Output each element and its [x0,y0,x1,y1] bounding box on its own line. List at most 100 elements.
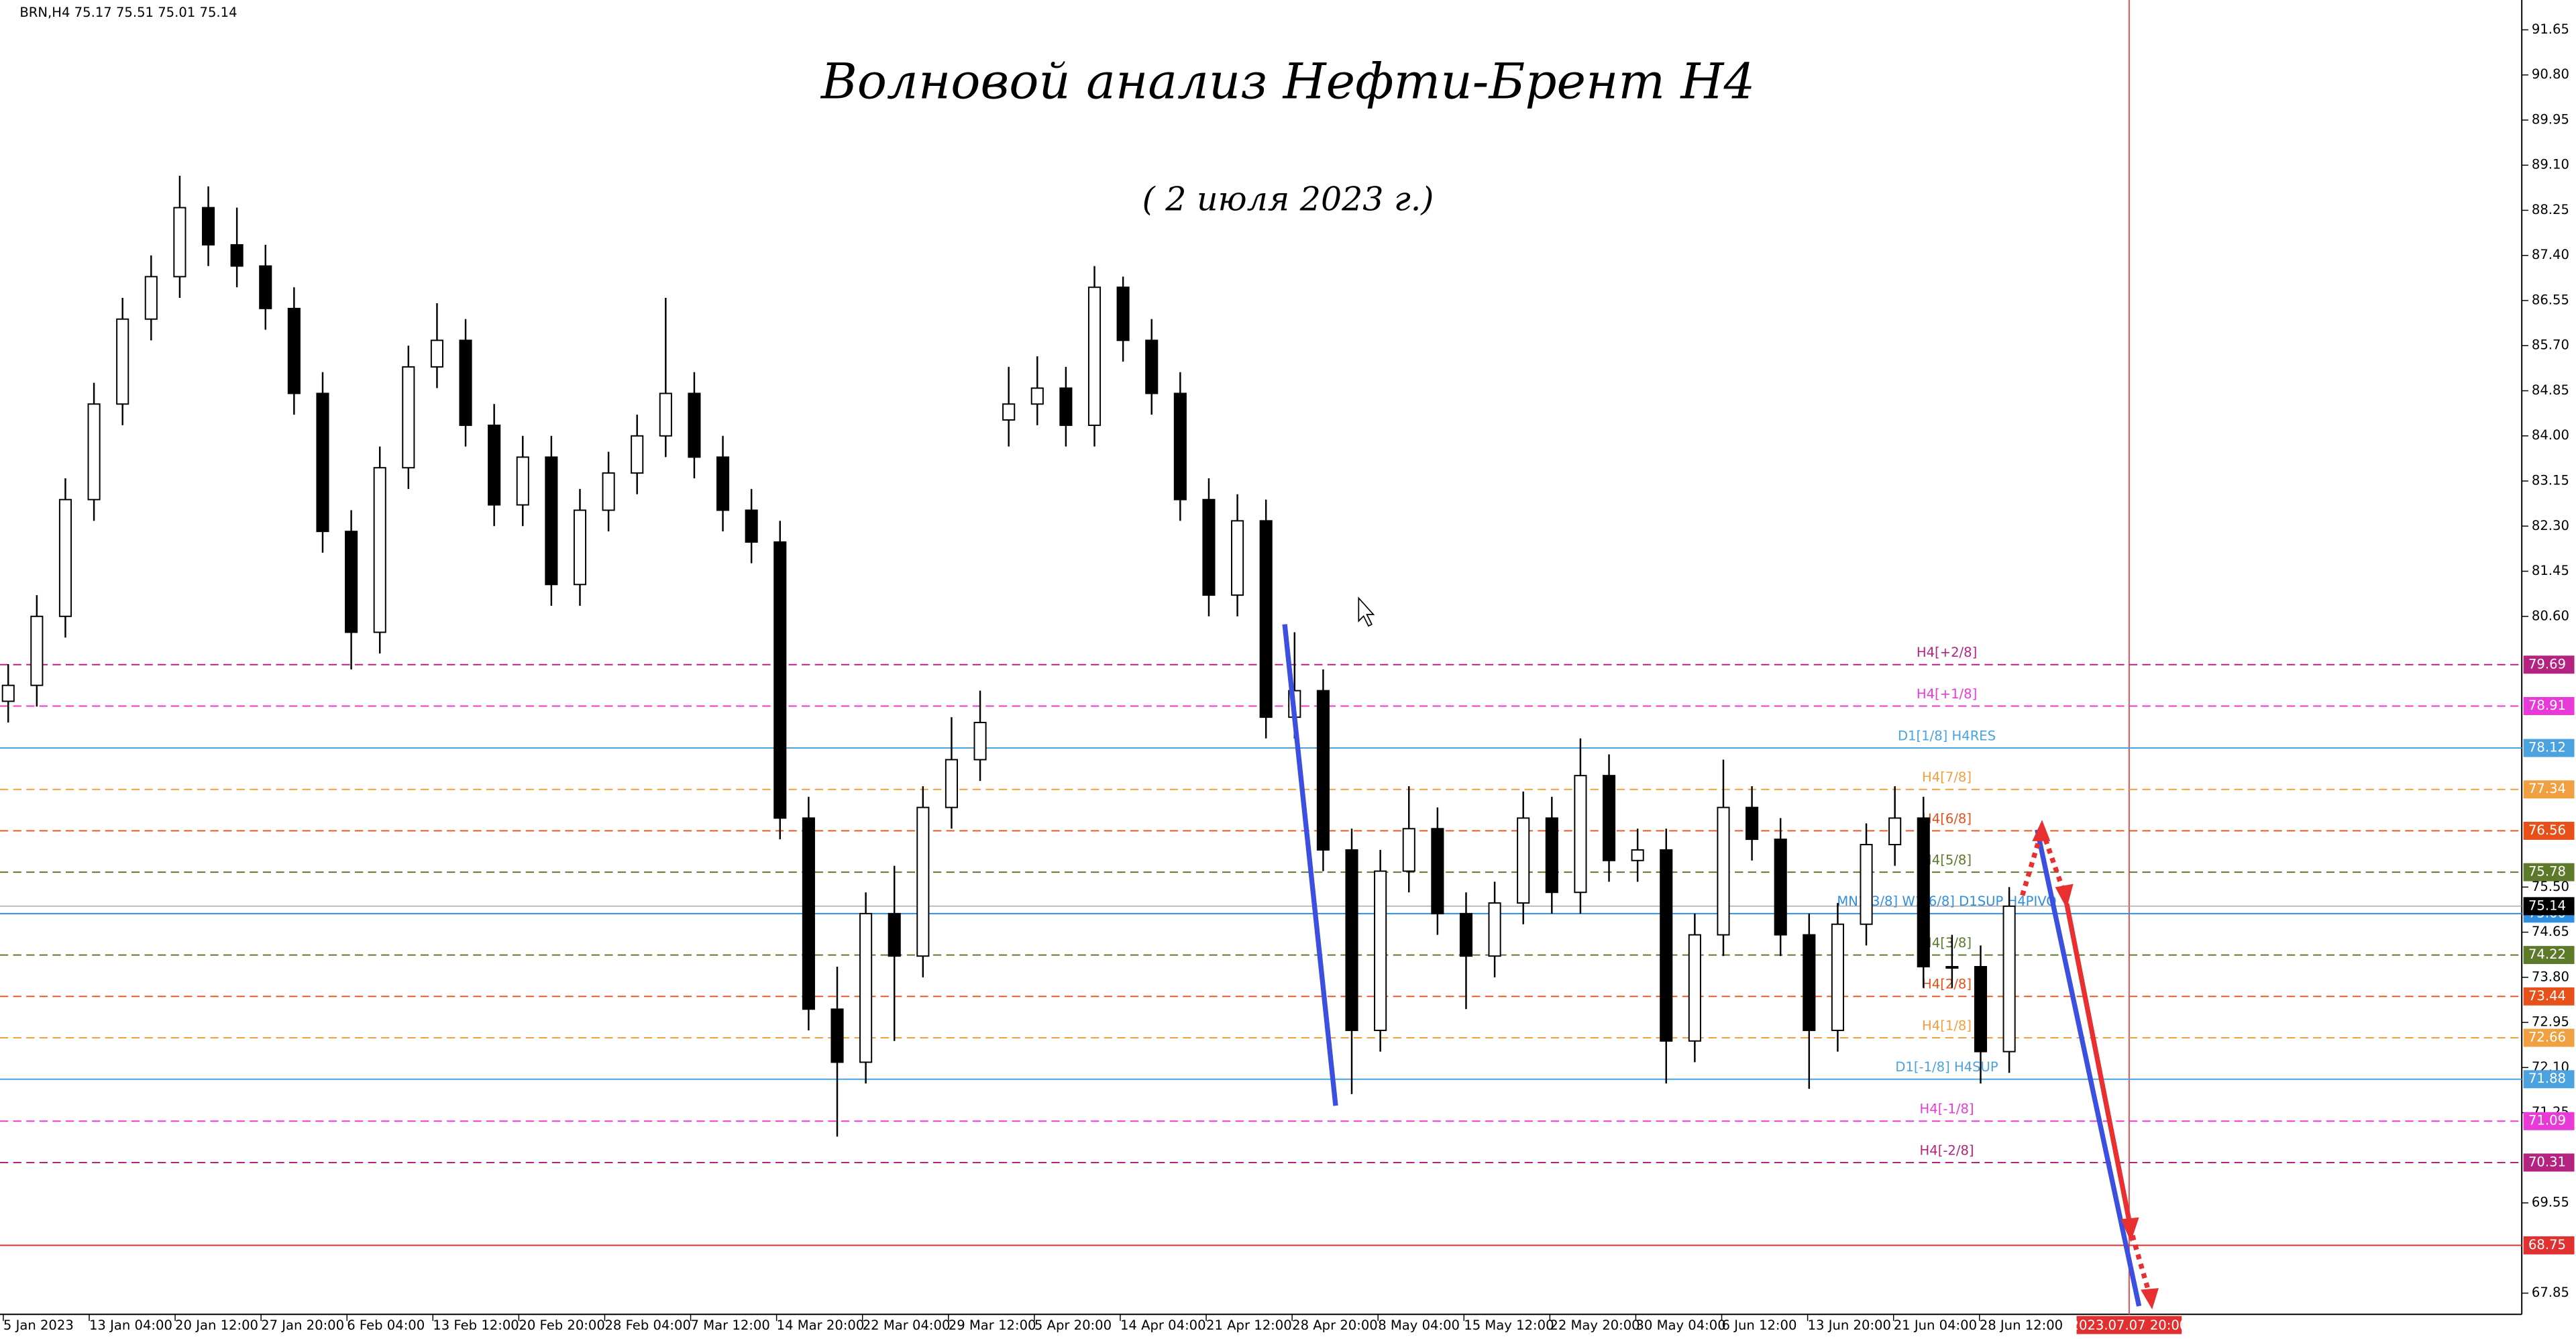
candle-body [1803,934,1816,1031]
y-tick-label: 88.25 [2532,202,2569,217]
y-tick-label: 81.45 [2532,563,2569,578]
candle-body [1860,844,1873,925]
candle-body [802,817,815,1010]
x-tick-label: 7 Mar 12:00 [691,1318,770,1333]
candle-body [1631,849,1644,861]
symbol-info: BRN,H4 75.17 75.51 75.01 75.14 [19,5,237,20]
arrow-head [2141,1288,2159,1309]
candle-body [1602,775,1616,861]
candle-body [1831,923,1844,1031]
x-tick-label: 30 May 04:00 [1635,1318,1725,1333]
price-box-label: 71.09 [2528,1113,2566,1128]
arrow-head [2055,883,2074,909]
candle-body [1488,902,1501,957]
candle-body [1402,828,1415,872]
candle-body [1145,339,1159,394]
axis-labels: 91.65 90.80 89.95 89.10 88.25 87.40 86.55 85.70… [3,21,2575,1334]
candle-body [1917,817,1930,967]
price-box [2523,987,2575,1006]
candle-body [345,531,358,633]
candles [1,176,2016,1137]
wave-line [2035,829,2142,1307]
candle-body [58,498,72,617]
x-tick-label: 21 Apr 12:00 [1206,1318,1292,1333]
wave-line [1282,624,1338,1106]
level-label: D1[-1/8] H4SUP [1895,1059,1998,1075]
y-tick-label: 73.80 [2532,969,2569,984]
candle-body [1087,286,1102,426]
forecast-dotted [2020,821,2070,902]
candle-body [1259,520,1273,718]
x-tick-label: 8 May 04:00 [1378,1318,1460,1333]
x-tick-label: 21 Jun 04:00 [1894,1318,1977,1333]
candle-body [631,435,644,474]
candle-body [230,244,244,267]
candle-body [1030,387,1044,405]
y-tick-label: 82.30 [2532,518,2569,533]
candle-body [773,541,787,819]
candle-body [430,339,443,368]
candle-body [459,339,472,426]
level-label: H4[-2/8] [1920,1142,1974,1158]
chart-title: Волновой анализ Нефти-Брент H4 [820,53,1755,110]
candle-body [1,684,15,702]
candle-body [201,207,215,246]
candle-body [1660,849,1673,1042]
level-label: H4[6/8] [1922,811,1972,826]
candle-body [945,759,959,808]
candle-body [1574,775,1587,894]
price-box-label: 74.22 [2528,947,2566,962]
candle-body [2002,905,2016,1053]
forecast-arrows [1282,624,2159,1309]
price-box-label: 78.91 [2528,698,2566,713]
level-label: H4[+1/8] [1917,686,1977,702]
date-marker-box [2076,1316,2182,1334]
last-price-label: 75.14 [2528,898,2566,913]
y-tick-label: 89.10 [2532,157,2569,172]
price-box-label: 72.66 [2528,1030,2566,1045]
price-box-label: 68.75 [2528,1237,2566,1252]
candle-body [316,392,329,533]
y-tick-label: 84.85 [2532,382,2569,398]
candle-body [1517,817,1530,904]
candle-body [688,392,701,458]
price-box [2523,739,2575,757]
candle-body [1316,690,1330,851]
candle-body [1974,966,1988,1053]
x-tick-label: 22 May 20:00 [1550,1318,1640,1333]
y-tick-label: 86.55 [2532,292,2569,307]
forecast-dotted [2130,1234,2153,1299]
price-box [2523,1070,2575,1089]
y-tick-label: 87.40 [2532,247,2569,262]
x-tick-label: 5 Apr 20:00 [1034,1318,1112,1333]
price-box-label: 73.44 [2528,988,2566,1004]
candle-body [1431,828,1444,914]
candle-body [516,456,529,506]
price-box-label: 77.34 [2528,781,2566,796]
x-tick-label: 20 Jan 12:00 [175,1318,258,1333]
candle-body [659,392,672,437]
candle-body [488,424,501,506]
price-box [2523,655,2575,674]
price-box-label: 76.56 [2528,822,2566,838]
candle-body [916,806,930,957]
forecast-arrow [2064,903,2133,1230]
y-tick-label: 85.70 [2532,337,2569,353]
y-tick-label: 75.50 [2532,879,2569,894]
y-tick-label: 67.85 [2532,1285,2569,1300]
y-tick-label: 74.65 [2532,924,2569,939]
price-box [2523,821,2575,840]
price-box [2523,1153,2575,1172]
candle-body [402,366,415,469]
candle-body [745,509,758,543]
price-box-label: 78.12 [2528,740,2566,755]
price-box [2523,1112,2575,1130]
candle-body [1116,286,1130,341]
level-label: H4[3/8] [1922,935,1972,951]
x-tick-label: 13 Jun 20:00 [1808,1318,1891,1333]
y-tick-label: 80.60 [2532,608,2569,623]
y-tick-label: 90.80 [2532,66,2569,82]
candle-body [1059,387,1073,426]
candle-body [87,403,101,500]
